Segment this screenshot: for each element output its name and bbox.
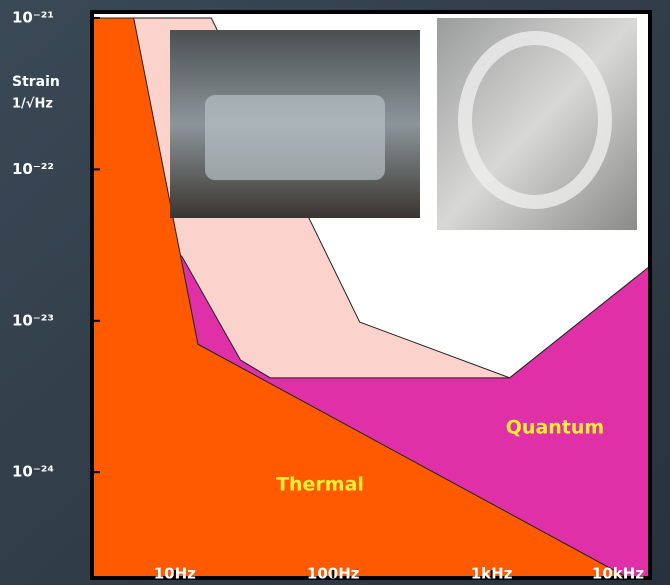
plot-frame <box>90 10 652 580</box>
photo-detail <box>458 31 612 209</box>
photo-detail <box>205 95 385 180</box>
series-label: Thermal <box>276 474 364 496</box>
y-tick-label: 10⁻²² <box>12 160 54 178</box>
y-axis-label: 1/√Hz <box>12 97 53 112</box>
series-label: Quantum <box>506 417 604 439</box>
y-axis-label: Strain <box>12 74 60 90</box>
area-edge <box>180 255 651 379</box>
area-fill <box>92 18 629 578</box>
x-tick-label: 10kHz <box>592 565 644 583</box>
y-tick-label: 10⁻²¹ <box>12 9 54 27</box>
area-edge <box>92 17 629 579</box>
y-tick-label: 10⁻²³ <box>12 311 54 329</box>
photos <box>170 18 637 230</box>
y-tick-label: 10⁻²⁴ <box>12 463 54 481</box>
